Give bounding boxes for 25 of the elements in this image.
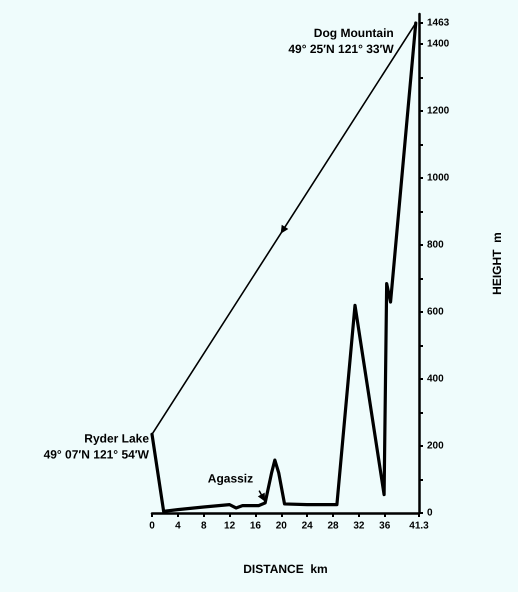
y-tick-label: 200 [427,440,444,452]
y-tick-label: 1400 [427,38,450,50]
x-tick-label: 36 [379,520,391,532]
x-tick-label: 20 [276,520,288,532]
y-tick-label: 1200 [427,106,450,117]
x-tick-label: 16 [250,520,262,532]
annotation: Dog Mountain 49° 25′N 121° 33′W [288,26,394,56]
y-tick-label: 1000 [427,172,450,184]
y-tick-label: 400 [427,374,444,385]
x-axis-title: DISTANCE km [243,562,328,576]
x-tick-label: 0 [149,520,156,532]
y-tick-label: 800 [427,240,444,251]
annotation: Ryder Lake 49° 07′N 121° 54′W [44,431,150,462]
x-tick-label: 12 [224,520,236,532]
x-tick-label: 8 [200,520,207,532]
y-tick-label: 1463 [427,18,450,29]
y-tick-label: 0 [427,508,433,518]
x-tick-label: 32 [353,520,365,532]
x-tick-label: 24 [302,520,314,532]
annotation: Agassiz [208,472,254,486]
x-tick-label: 28 [327,520,340,532]
x-tick-label: 41.3 [409,520,430,532]
y-axis-title: HEIGHT m [490,232,504,295]
x-tick-label: 4 [175,520,182,532]
y-tick-label: 600 [427,306,444,318]
